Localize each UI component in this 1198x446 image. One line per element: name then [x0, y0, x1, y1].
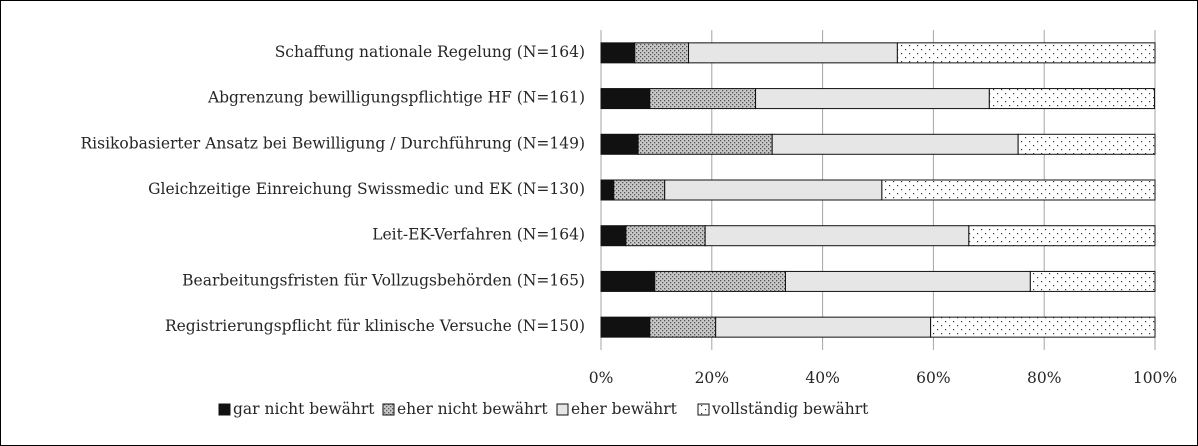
bar-segment	[600, 316, 651, 338]
bar-segment	[1029, 270, 1156, 292]
legend-item: vollständig bewährt	[697, 400, 869, 418]
bar-segment	[600, 42, 636, 64]
x-tick-label: 20%	[695, 369, 729, 387]
legend-swatch	[382, 403, 395, 416]
bar-segment	[881, 179, 1156, 201]
x-tick-label: 100%	[1133, 369, 1177, 387]
x-tick-label: 40%	[805, 369, 839, 387]
y-tick-label: Gleichzeitige Einreichung Swissmedic und…	[148, 180, 585, 198]
legend-swatch	[556, 403, 569, 416]
legend-label: vollständig bewährt	[711, 400, 869, 418]
bar-segment	[600, 88, 651, 110]
legend-label: eher nicht bewährt	[397, 400, 548, 418]
y-tick-label: Schaffung nationale Regelung (N=164)	[275, 43, 585, 61]
bar-segment	[649, 88, 757, 110]
bar-segment	[600, 270, 656, 292]
bar-segment	[771, 133, 1019, 155]
y-tick-label: Registrierungspflicht für klinische Vers…	[165, 317, 585, 335]
bar-segment	[600, 225, 627, 247]
y-tick-label: Risikobasierter Ansatz bei Bewilligung /…	[80, 134, 585, 152]
bar-segment	[688, 42, 898, 64]
y-tick-label: Abgrenzung bewilligungspflichtige HF (N=…	[207, 89, 585, 107]
bar-segment	[968, 225, 1156, 247]
legend-label: eher bewährt	[571, 400, 678, 418]
legend-item: eher nicht bewährt	[382, 400, 548, 418]
y-tick-label: Leit-EK-Verfahren (N=164)	[372, 226, 585, 244]
bar-segment	[715, 316, 932, 338]
legend-swatch	[697, 403, 710, 416]
x-tick-label: 80%	[1027, 369, 1061, 387]
bar-segment	[649, 316, 717, 338]
bar-segment	[654, 270, 786, 292]
y-tick-label: Bearbeitungsfristen für Vollzugsbehörden…	[182, 271, 585, 289]
x-tick-label: 60%	[916, 369, 950, 387]
bar-segment	[600, 133, 639, 155]
bar-segment	[664, 179, 883, 201]
legend-item: gar nicht bewährt	[218, 400, 375, 418]
bar-segment	[634, 42, 690, 64]
bar-segment	[1017, 133, 1156, 155]
x-tick-label: 0%	[589, 369, 614, 387]
legend-item: eher bewährt	[556, 400, 678, 418]
bar-segment	[755, 88, 990, 110]
bar-segment	[704, 225, 970, 247]
legend-swatch	[218, 403, 231, 416]
bar-segment	[613, 179, 666, 201]
bar-segment	[600, 179, 615, 201]
bar-segment	[784, 270, 1031, 292]
legend-label: gar nicht bewährt	[233, 400, 375, 418]
bar-segment	[988, 88, 1155, 110]
bar-segment	[637, 133, 773, 155]
bar-segment	[930, 316, 1156, 338]
bar-segment	[625, 225, 706, 247]
bar-segment	[896, 42, 1156, 64]
